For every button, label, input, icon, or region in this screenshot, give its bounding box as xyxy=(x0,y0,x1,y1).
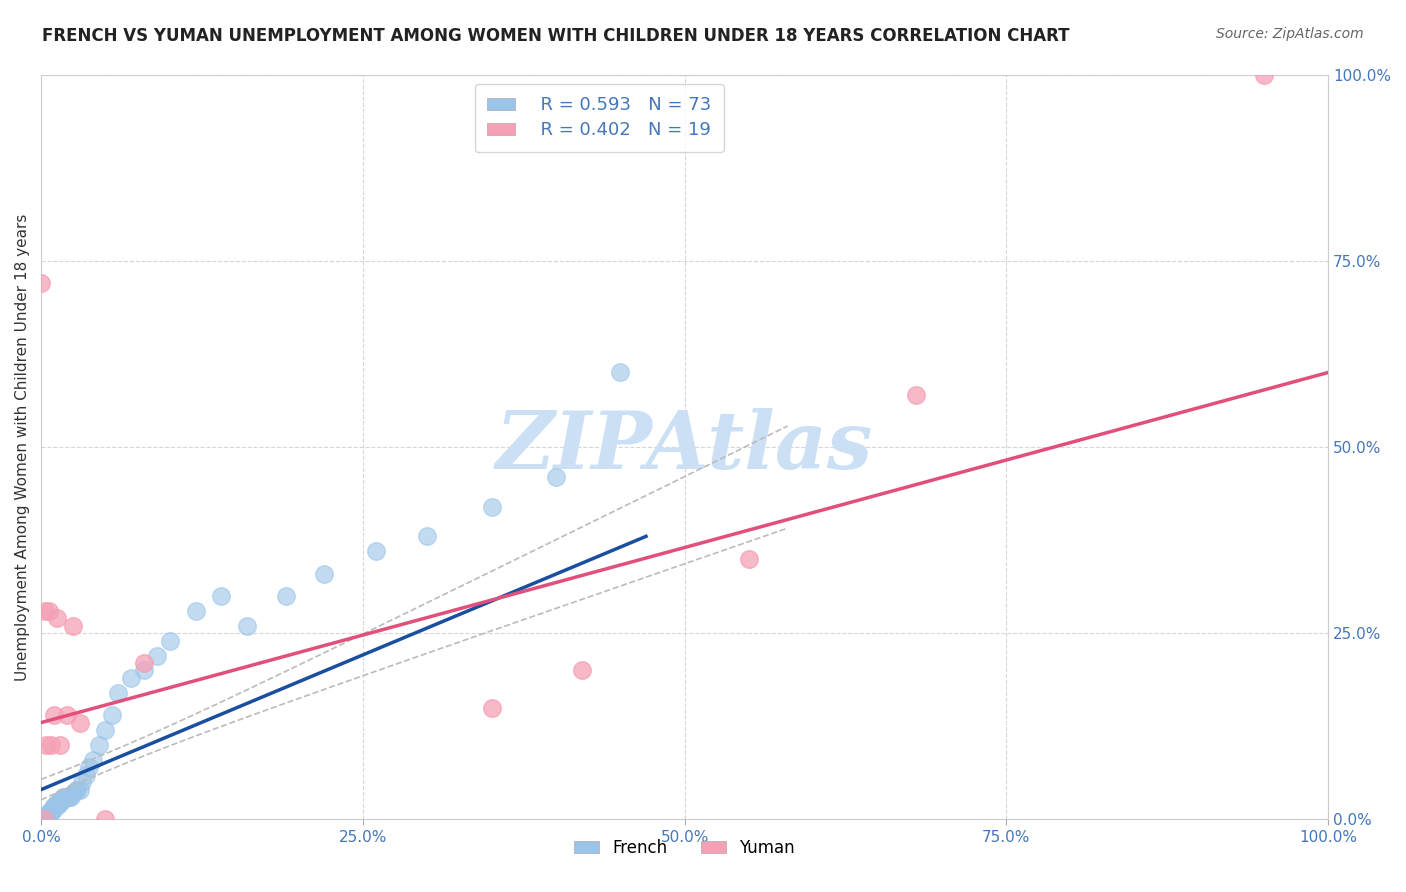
Point xyxy=(44,799,66,814)
Point xyxy=(44,797,66,812)
Point xyxy=(236,619,259,633)
Point xyxy=(609,366,631,380)
Point xyxy=(94,813,117,827)
Point xyxy=(59,790,82,805)
Point xyxy=(571,664,593,678)
Point xyxy=(34,604,56,618)
Point xyxy=(35,808,58,822)
Text: FRENCH VS YUMAN UNEMPLOYMENT AMONG WOMEN WITH CHILDREN UNDER 18 YEARS CORRELATIO: FRENCH VS YUMAN UNEMPLOYMENT AMONG WOMEN… xyxy=(42,27,1070,45)
Point xyxy=(481,700,503,714)
Point xyxy=(35,813,58,827)
Point xyxy=(38,806,60,821)
Point xyxy=(66,782,89,797)
Point xyxy=(41,804,63,818)
Point xyxy=(65,782,87,797)
Point xyxy=(56,790,79,805)
Point xyxy=(107,686,129,700)
Point xyxy=(38,808,60,822)
Point xyxy=(39,805,62,819)
Point xyxy=(77,760,100,774)
Point xyxy=(41,805,63,819)
Point xyxy=(52,790,75,805)
Point xyxy=(45,797,67,812)
Point xyxy=(34,813,56,827)
Point xyxy=(39,806,62,821)
Point xyxy=(34,808,56,822)
Point xyxy=(37,808,59,822)
Point xyxy=(35,808,58,822)
Point xyxy=(46,796,69,810)
Point xyxy=(314,566,336,581)
Point xyxy=(75,768,97,782)
Point xyxy=(72,775,94,789)
Point xyxy=(42,708,65,723)
Point xyxy=(738,551,761,566)
Point xyxy=(87,738,110,752)
Point xyxy=(69,715,91,730)
Point xyxy=(62,786,84,800)
Point xyxy=(544,469,567,483)
Point xyxy=(42,799,65,814)
Point xyxy=(31,813,53,827)
Point xyxy=(56,790,79,805)
Point xyxy=(58,790,80,805)
Point xyxy=(42,801,65,815)
Point xyxy=(42,801,65,815)
Point xyxy=(34,813,56,827)
Point xyxy=(905,388,928,402)
Point xyxy=(37,808,59,822)
Point xyxy=(41,804,63,818)
Point xyxy=(132,656,155,670)
Point xyxy=(53,790,76,805)
Point xyxy=(41,738,63,752)
Point xyxy=(41,801,63,815)
Y-axis label: Unemployment Among Women with Children Under 18 years: Unemployment Among Women with Children U… xyxy=(15,213,30,681)
Text: Source: ZipAtlas.com: Source: ZipAtlas.com xyxy=(1216,27,1364,41)
Point xyxy=(30,276,52,290)
Point xyxy=(132,664,155,678)
Point xyxy=(31,813,53,827)
Point xyxy=(39,805,62,819)
Point xyxy=(55,790,77,805)
Point xyxy=(32,813,55,827)
Point xyxy=(46,797,69,812)
Point xyxy=(37,813,59,827)
Point xyxy=(45,797,67,812)
Point xyxy=(51,794,73,808)
Point xyxy=(49,794,72,808)
Point xyxy=(120,671,142,685)
Point xyxy=(45,611,67,625)
Point xyxy=(146,648,169,663)
Point xyxy=(101,708,124,723)
Point xyxy=(32,813,55,827)
Point xyxy=(56,708,79,723)
Point xyxy=(35,813,58,827)
Point xyxy=(416,529,439,543)
Point xyxy=(49,794,72,808)
Point xyxy=(38,806,60,821)
Point xyxy=(481,500,503,514)
Point xyxy=(35,738,58,752)
Legend: French, Yuman: French, Yuman xyxy=(568,832,801,863)
Point xyxy=(94,723,117,737)
Point xyxy=(159,633,181,648)
Point xyxy=(69,782,91,797)
Point xyxy=(274,589,297,603)
Point xyxy=(1253,68,1275,82)
Point xyxy=(32,813,55,827)
Point xyxy=(49,738,72,752)
Point xyxy=(38,604,60,618)
Text: ZIPAtlas: ZIPAtlas xyxy=(496,409,873,486)
Point xyxy=(32,813,55,827)
Point xyxy=(82,753,104,767)
Point xyxy=(209,589,232,603)
Point xyxy=(184,604,207,618)
Point xyxy=(48,794,70,808)
Point xyxy=(41,805,63,819)
Point xyxy=(34,813,56,827)
Point xyxy=(364,544,387,558)
Point xyxy=(62,619,84,633)
